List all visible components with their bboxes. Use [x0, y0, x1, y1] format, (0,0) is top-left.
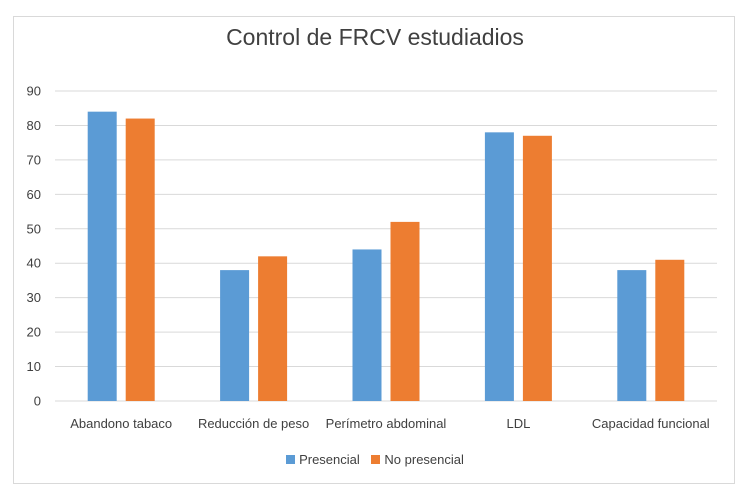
x-tick-label: LDL — [506, 416, 530, 431]
bar-presencial-0 — [87, 111, 117, 402]
legend-item-no-presencial: No presencial — [371, 452, 464, 467]
bar-presencial-4 — [617, 270, 647, 401]
legend-label-no-presencial: No presencial — [384, 452, 464, 467]
y-tick-label: 60 — [27, 187, 41, 202]
legend-swatch-presencial — [286, 455, 296, 464]
bar-no-presencial-2 — [390, 221, 420, 401]
y-tick-label: 70 — [27, 152, 41, 167]
x-tick-label: Perímetro abdominal — [326, 416, 447, 431]
x-tick-label: Abandono tabaco — [70, 416, 172, 431]
y-tick-label: 0 — [34, 394, 41, 409]
chart-legend: Presencial No presencial — [0, 452, 750, 467]
y-tick-label: 20 — [27, 325, 41, 340]
y-tick-label: 10 — [27, 359, 41, 374]
bar-no-presencial-3 — [522, 135, 552, 401]
y-tick-label: 80 — [27, 118, 41, 133]
bar-no-presencial-0 — [125, 118, 155, 402]
y-tick-label: 90 — [27, 84, 41, 99]
bar-presencial-3 — [484, 132, 514, 402]
y-tick-label: 40 — [27, 256, 41, 271]
y-tick-label: 50 — [27, 221, 41, 236]
bar-presencial-2 — [352, 249, 382, 401]
x-tick-label: Capacidad funcional — [592, 416, 710, 431]
legend-label-presencial: Presencial — [299, 452, 360, 467]
y-tick-label: 30 — [27, 290, 41, 305]
legend-item-presencial: Presencial — [286, 452, 360, 467]
bar-presencial-1 — [220, 270, 250, 401]
bar-no-presencial-1 — [258, 256, 288, 401]
chart-title: Control de FRCV estudiadios — [226, 24, 524, 50]
bar-no-presencial-4 — [655, 259, 685, 401]
x-tick-label: Reducción de peso — [198, 416, 309, 431]
legend-swatch-no-presencial — [371, 455, 381, 464]
